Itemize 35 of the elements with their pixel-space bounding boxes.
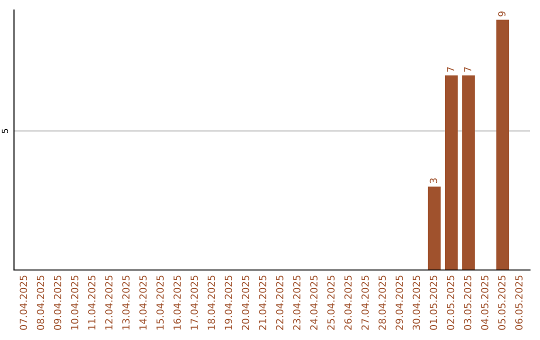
x-tick-label: 01.05.2025 [430,276,438,330]
data-label: 3 [430,178,438,184]
x-tick-label: 15.04.2025 [156,276,164,330]
x-tick-label: 12.04.2025 [105,276,113,330]
x-tick-label: 29.04.2025 [396,276,403,330]
x-tick-label: 09.04.2025 [54,276,62,330]
ref-line-label: 5 [2,129,8,133]
x-tick-label: 22.04.2025 [276,276,284,330]
x-tick-label: 06.05.2025 [515,276,523,330]
data-label: 9 [498,11,506,16]
x-tick-label: 21.04.2025 [258,276,266,330]
x-tick-label: 03.05.2025 [464,276,472,330]
x-tick-label: 08.04.2025 [36,276,44,330]
x-tick-label: 13.04.2025 [122,276,130,330]
data-label: 7 [447,67,454,72]
x-tick-label: 10.04.2025 [70,276,78,330]
x-tick-label: 24.04.2025 [310,276,318,330]
x-tick-label: 19.04.2025 [224,276,232,330]
x-tick-label: 27.04.2025 [361,276,369,330]
data-label: 7 [464,67,472,72]
x-tick-label: 07.04.2025 [20,276,28,330]
x-tick-label: 04.05.2025 [481,276,488,330]
x-tick-label: 14.04.2025 [139,276,147,330]
x-tick-label: 23.04.2025 [293,276,300,330]
x-tick-label: 05.05.2025 [498,276,506,330]
x-tick-label: 20.04.2025 [242,276,250,330]
x-tick-label: 16.04.2025 [173,276,181,330]
x-tick-label: 02.05.2025 [446,276,454,330]
x-tick-label: 25.04.2025 [327,276,335,330]
x-tick-label: 18.04.2025 [208,276,216,330]
x-tick-label: 17.04.2025 [190,276,198,330]
x-tick-label: 11.04.2025 [88,276,96,330]
x-tick-label: 30.04.2025 [412,276,420,330]
x-tick-label: 28.04.2025 [378,276,386,330]
x-tick-label: 26.04.2025 [344,276,352,330]
